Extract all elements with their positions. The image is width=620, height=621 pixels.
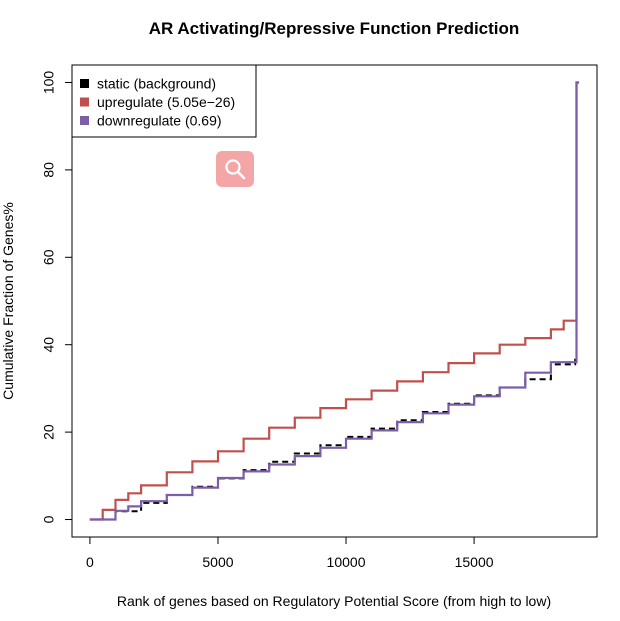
- legend-swatch: [80, 79, 89, 88]
- legend-box: [71, 64, 257, 138]
- x-tick-label: 0: [86, 554, 94, 570]
- x-tick-label: 10000: [327, 554, 366, 570]
- y-axis: 0 20 40 60 80 100: [41, 71, 73, 523]
- x-axis: 0 5000 10000 15000: [86, 536, 494, 570]
- series-line-0: [89, 81, 580, 521]
- magnifier-icon: [225, 159, 246, 180]
- y-tick-label: 60: [41, 249, 57, 265]
- series-line-2: [89, 81, 580, 521]
- y-tick-label: 0: [41, 515, 57, 523]
- chart-title: AR Activating/Repressive Function Predic…: [149, 19, 520, 38]
- x-axis-label: Rank of genes based on Regulatory Potent…: [117, 593, 551, 609]
- zoom-button[interactable]: [216, 151, 254, 187]
- series-line-1: [89, 81, 580, 521]
- x-tick-label: 5000: [202, 554, 233, 570]
- legend-label: upregulate (5.05e−26): [97, 94, 235, 110]
- legend-swatch: [80, 97, 89, 107]
- series-layer: [89, 81, 580, 521]
- y-axis-label: Cumulative Fraction of Genes%: [0, 202, 16, 400]
- y-tick-label: 80: [41, 162, 57, 178]
- y-tick-label: 20: [41, 424, 57, 440]
- legend-swatch: [80, 116, 89, 125]
- y-tick-label: 40: [41, 337, 57, 353]
- legend-label: static (background): [97, 76, 216, 92]
- legend: static (background) upregulate (5.05e−26)…: [71, 64, 257, 138]
- x-tick-label: 15000: [455, 554, 494, 570]
- legend-label: downregulate (0.69): [97, 113, 222, 129]
- y-tick-label: 100: [41, 71, 57, 95]
